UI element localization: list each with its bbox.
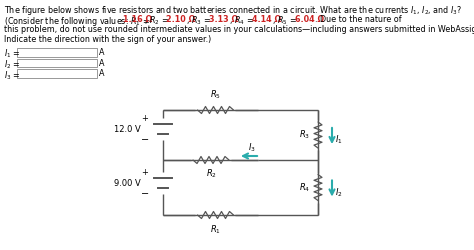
Bar bbox=[17, 48, 97, 56]
Text: +: + bbox=[142, 114, 148, 123]
Text: $R_1$: $R_1$ bbox=[210, 223, 221, 235]
Text: $R_2$: $R_2$ bbox=[206, 167, 217, 179]
Text: $R_3$: $R_3$ bbox=[299, 129, 310, 141]
Text: $R_5$: $R_5$ bbox=[210, 88, 221, 101]
Text: 6.04 Ω: 6.04 Ω bbox=[295, 14, 324, 24]
Text: 4.14 Ω: 4.14 Ω bbox=[252, 14, 281, 24]
Text: (Consider the following values: $R_1$ =: (Consider the following values: $R_1$ = bbox=[4, 14, 151, 28]
Text: $I_3$ =: $I_3$ = bbox=[4, 69, 20, 82]
Text: , $R_4$ =: , $R_4$ = bbox=[229, 14, 255, 27]
Bar bbox=[17, 58, 97, 67]
Text: Indicate the direction with the sign of your answer.): Indicate the direction with the sign of … bbox=[4, 36, 211, 44]
Text: . Due to the nature of: . Due to the nature of bbox=[315, 14, 402, 24]
Text: 1.16 Ω: 1.16 Ω bbox=[123, 14, 152, 24]
Text: , $R_5$ =: , $R_5$ = bbox=[273, 14, 298, 27]
Text: +: + bbox=[142, 168, 148, 177]
Text: this problem, do not use rounded intermediate values in your calculations—includ: this problem, do not use rounded interme… bbox=[4, 25, 474, 34]
Text: $I_1$: $I_1$ bbox=[335, 134, 343, 146]
Bar bbox=[17, 69, 97, 78]
Text: The figure below shows five resistors and two batteries connected in a circuit. : The figure below shows five resistors an… bbox=[4, 4, 462, 17]
Text: A: A bbox=[99, 48, 104, 57]
Text: A: A bbox=[99, 69, 104, 78]
Text: $I_3$: $I_3$ bbox=[248, 142, 256, 154]
Text: 9.00 V: 9.00 V bbox=[114, 178, 141, 188]
Text: 3.13 Ω: 3.13 Ω bbox=[209, 14, 238, 24]
Text: −: − bbox=[141, 189, 149, 199]
Text: −: − bbox=[141, 135, 149, 145]
Text: A: A bbox=[99, 58, 104, 68]
Text: , $R_2$ =: , $R_2$ = bbox=[144, 14, 169, 27]
Text: 2.10 Ω: 2.10 Ω bbox=[166, 14, 195, 24]
Text: $I_1$ =: $I_1$ = bbox=[4, 48, 20, 60]
Text: $I_2$ =: $I_2$ = bbox=[4, 58, 20, 71]
Text: , $R_3$ =: , $R_3$ = bbox=[186, 14, 212, 27]
Text: $I_2$: $I_2$ bbox=[335, 186, 343, 199]
Text: $R_4$: $R_4$ bbox=[299, 181, 310, 194]
Text: 12.0 V: 12.0 V bbox=[114, 124, 141, 134]
